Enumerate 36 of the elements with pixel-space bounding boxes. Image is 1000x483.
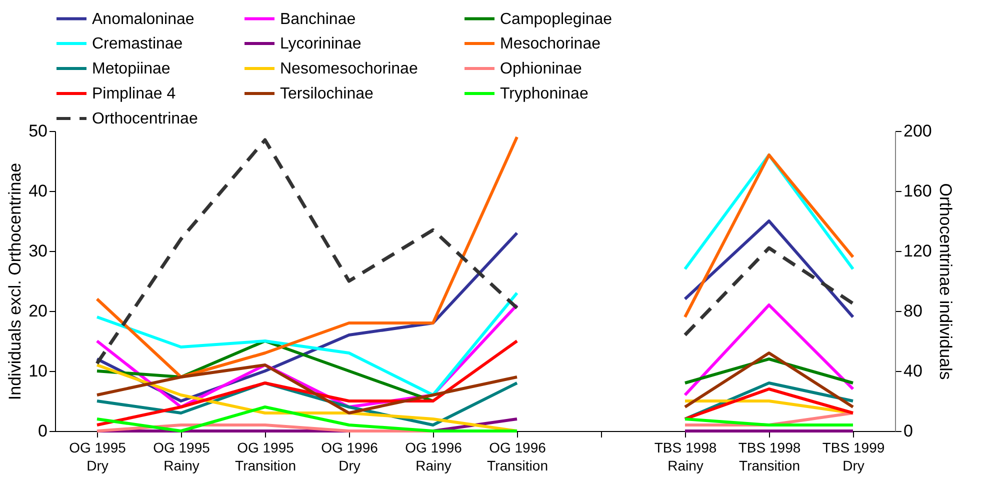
y-tick-label: 20 [28, 302, 48, 320]
x-tick-label: OG 1995 Rainy [153, 440, 210, 474]
y-tick-label: 40 [28, 182, 48, 200]
legend-label: Nesomesochorinae [280, 60, 418, 78]
legend-label: Campopleginae [500, 10, 612, 28]
y2-tick-label: 40 [904, 362, 922, 380]
legend-label: Orthocentrinae [92, 110, 198, 128]
legend-label: Anomaloninae [92, 10, 194, 28]
y2-tick-label: 80 [904, 302, 922, 320]
x-tick-label: OG 1996 Dry [321, 440, 378, 474]
legend-label: Ophioninae [500, 60, 582, 78]
legend-label: Mesochorinae [500, 36, 601, 52]
legend-label: Tersilochinae [280, 86, 374, 102]
y2-tick-label: 160 [904, 182, 932, 200]
x-tick-label: OG 1995 Transition [235, 440, 296, 474]
legend-label: Lycorininae [280, 36, 362, 52]
y-axis-title: Individuals excl. Orthocentrinae [6, 162, 25, 400]
x-tick-label: OG 1995 Dry [69, 440, 126, 474]
y2-tick-label: 200 [904, 122, 932, 140]
legend-label: Metopiinae [92, 60, 170, 78]
legend-label: Tryphoninae [500, 86, 588, 102]
y-tick-label: 30 [28, 242, 48, 260]
x-tick-label: TBS 1998 Transition [738, 440, 801, 474]
y-tick-label: 0 [38, 422, 48, 440]
y2-tick-label: 0 [904, 422, 913, 440]
y-tick-label: 50 [28, 122, 48, 140]
x-tick-label: OG 1996 Rainy [405, 440, 462, 474]
y-tick-label: 10 [28, 362, 48, 380]
legend-label: Banchinae [280, 10, 356, 28]
x-tick-label: TBS 1999 Dry [822, 440, 885, 474]
x-tick-label: TBS 1998 Rainy [654, 440, 717, 474]
y2-axis-title: Orthocentrinae individuals [936, 183, 955, 380]
x-tick-label: OG 1996 Transition [487, 440, 548, 474]
y2-tick-label: 120 [904, 242, 932, 260]
legend-label: Cremastinae [92, 36, 183, 52]
legend-label: Pimplinae 4 [92, 86, 176, 102]
